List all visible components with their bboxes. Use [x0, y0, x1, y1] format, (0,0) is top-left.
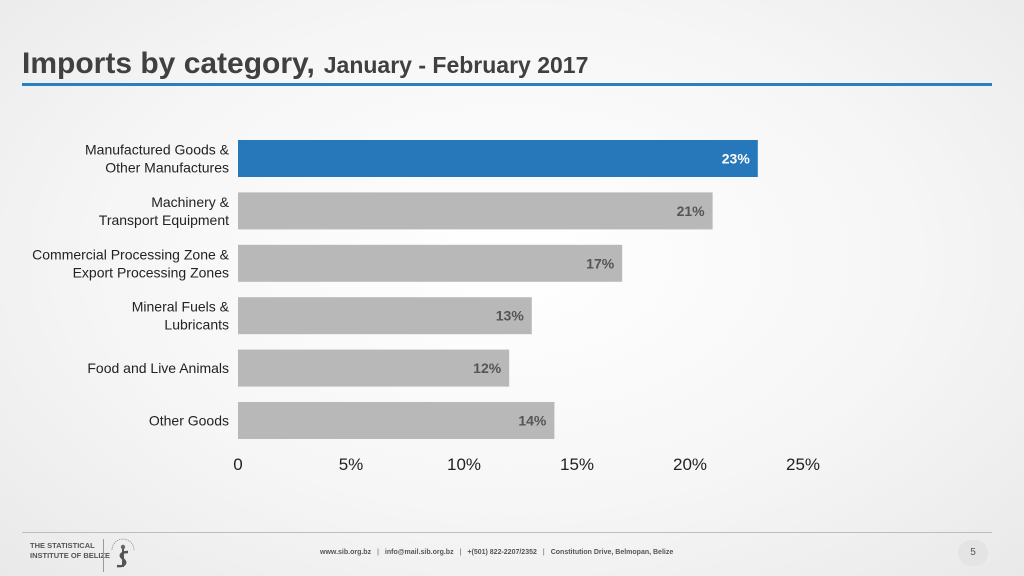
x-tick-label: 10%	[447, 455, 481, 474]
bar	[238, 192, 713, 230]
page-number: 5	[958, 540, 988, 566]
bar	[238, 244, 623, 282]
bar	[238, 402, 555, 439]
x-tick-label: 20%	[673, 455, 707, 474]
title-subtitle: January - February 2017	[323, 52, 589, 78]
sib-logo-icon	[111, 538, 135, 568]
category-label: Food and Live Animals	[87, 360, 229, 376]
footer-separator: |	[542, 549, 545, 556]
x-tick-label: 25%	[786, 455, 820, 474]
data-label: 23%	[722, 151, 751, 167]
footer-separator: |	[459, 549, 462, 556]
title-main: Imports by category,	[22, 47, 315, 80]
footer-email: info@mail.sib.org.bz	[384, 549, 454, 556]
category-label: Mineral Fuels & Lubricants	[132, 299, 230, 333]
org-name: THE STATISTICAL INSTITUTE OF BELIZE	[30, 541, 110, 560]
data-label: 12%	[473, 360, 502, 376]
footer-separator: |	[377, 549, 379, 556]
data-label: 17%	[586, 255, 615, 271]
footer-website: www.sib.org.bz	[320, 549, 372, 556]
bar	[238, 140, 758, 177]
x-tick-label: 0	[233, 455, 242, 474]
footer-phone: +(501) 822-2207/2352	[467, 549, 537, 556]
category-label: Manufactured Goods & Other Manufactures	[85, 142, 230, 176]
x-tick-label: 15%	[560, 455, 594, 474]
bar	[238, 349, 510, 387]
page-title: Imports by category, January - February …	[22, 44, 588, 81]
category-label: Commercial Processing Zone & Export Proce…	[32, 246, 230, 280]
title-underline	[22, 83, 992, 86]
org-divider	[103, 539, 104, 572]
category-label: Machinery & Transport Equipment	[99, 194, 230, 228]
contact-info: www.sib.org.bz | info@mail.sib.org.bz | +(50…	[320, 549, 673, 556]
x-tick-label: 5%	[339, 455, 364, 474]
footer-address: Constitution Drive, Belmopan, Belize	[550, 549, 674, 556]
category-label: Other Goods	[149, 413, 229, 429]
footer-divider	[22, 532, 992, 533]
data-label: 14%	[518, 413, 547, 429]
bar	[238, 297, 532, 335]
data-label: 21%	[677, 203, 706, 219]
data-label: 13%	[496, 308, 525, 324]
